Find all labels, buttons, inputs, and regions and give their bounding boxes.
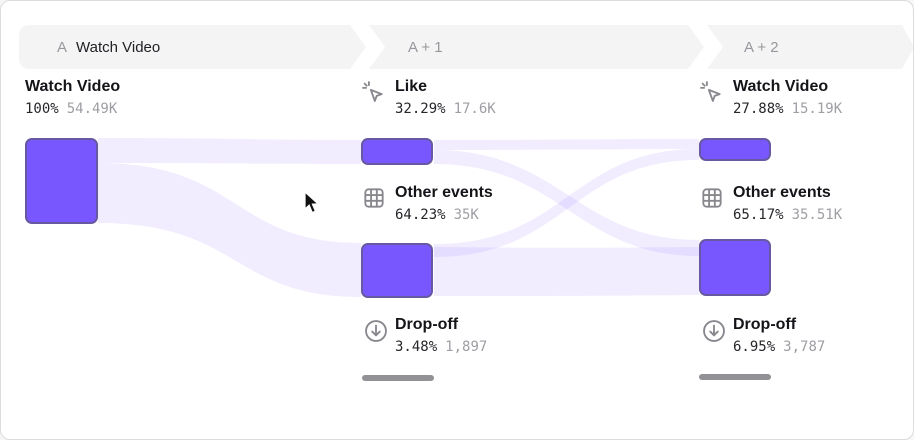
event-label-dropoff-a1[interactable]: Drop-off 3.48% 1,897	[395, 316, 487, 356]
node-like-a1[interactable]	[361, 138, 433, 165]
flow-watchvideo-otherevents[interactable]	[98, 163, 361, 297]
event-pct: 6.95%	[733, 339, 776, 355]
event-label-other-events-a1[interactable]: Other events 64.23% 35K	[395, 184, 493, 224]
dropoff-bar-a2[interactable]	[699, 374, 771, 380]
grid-icon	[699, 185, 725, 211]
node-watch-video-a[interactable]	[25, 138, 98, 224]
event-label-watch-video-a2[interactable]: Watch Video 27.88% 15.19K	[733, 78, 842, 118]
event-metrics: 65.17% 35.51K	[733, 206, 842, 224]
event-title: Other events	[733, 184, 831, 201]
event-pct: 64.23%	[395, 207, 446, 223]
event-label-like[interactable]: Like 32.29% 17.6K	[395, 78, 496, 118]
event-pct: 3.48%	[395, 339, 438, 355]
step-badge: A	[57, 38, 68, 56]
event-title: Watch Video	[25, 78, 121, 95]
event-title: Drop-off	[395, 316, 459, 333]
flow-otherevents-otherevents2[interactable]	[434, 247, 699, 296]
dropoff-bar-a1[interactable]	[362, 375, 434, 381]
event-title: Drop-off	[733, 316, 797, 333]
event-label-other-events-a2[interactable]: Other events 65.17% 35.51K	[733, 184, 842, 224]
step-label: A + 2	[744, 38, 779, 56]
event-title: Other events	[395, 184, 493, 201]
event-title: Watch Video	[733, 78, 829, 95]
flow-watchvideo-like[interactable]	[98, 138, 361, 164]
grid-icon	[361, 185, 387, 211]
event-metrics: 6.95% 3,787	[733, 338, 825, 356]
mouse-cursor-icon	[304, 191, 320, 214]
header-step-a[interactable]: A Watch Video	[19, 25, 366, 69]
node-other-events-a1[interactable]	[361, 243, 433, 298]
flow-like-otherevents2[interactable]	[434, 150, 699, 256]
event-title: Like	[395, 78, 428, 95]
dropoff-icon	[363, 318, 389, 344]
click-icon	[360, 79, 386, 105]
header-step-a2[interactable]: A + 2	[707, 25, 914, 69]
event-count: 17.6K	[453, 101, 496, 117]
flow-otherevents-watchvideo2[interactable]	[434, 149, 699, 257]
click-icon	[698, 79, 724, 105]
event-metrics: 27.88% 15.19K	[733, 100, 842, 118]
event-count: 15.19K	[791, 101, 843, 117]
event-count: 35.51K	[791, 207, 843, 223]
event-pct: 100%	[25, 101, 59, 117]
step-label: Watch Video	[76, 38, 161, 56]
flow-like-watchvideo2[interactable]	[434, 139, 699, 150]
event-count: 1,897	[445, 339, 488, 355]
node-watch-video-a2[interactable]	[699, 138, 771, 161]
event-metrics: 64.23% 35K	[395, 206, 493, 224]
dropoff-icon	[701, 318, 727, 344]
event-count: 35K	[453, 207, 479, 223]
event-label-watch-video-a[interactable]: Watch Video 100% 54.49K	[25, 78, 120, 118]
event-metrics: 100% 54.49K	[25, 100, 120, 118]
event-count: 3,787	[783, 339, 826, 355]
event-label-dropoff-a2[interactable]: Drop-off 6.95% 3,787	[733, 316, 825, 356]
event-metrics: 3.48% 1,897	[395, 338, 487, 356]
header-step-a1[interactable]: A + 1	[369, 25, 704, 69]
event-metrics: 32.29% 17.6K	[395, 100, 496, 118]
step-label: A + 1	[408, 38, 443, 56]
event-pct: 27.88%	[733, 101, 784, 117]
node-other-events-a2[interactable]	[699, 239, 771, 296]
event-pct: 32.29%	[395, 101, 446, 117]
event-pct: 65.17%	[733, 207, 784, 223]
event-count: 54.49K	[66, 101, 118, 117]
